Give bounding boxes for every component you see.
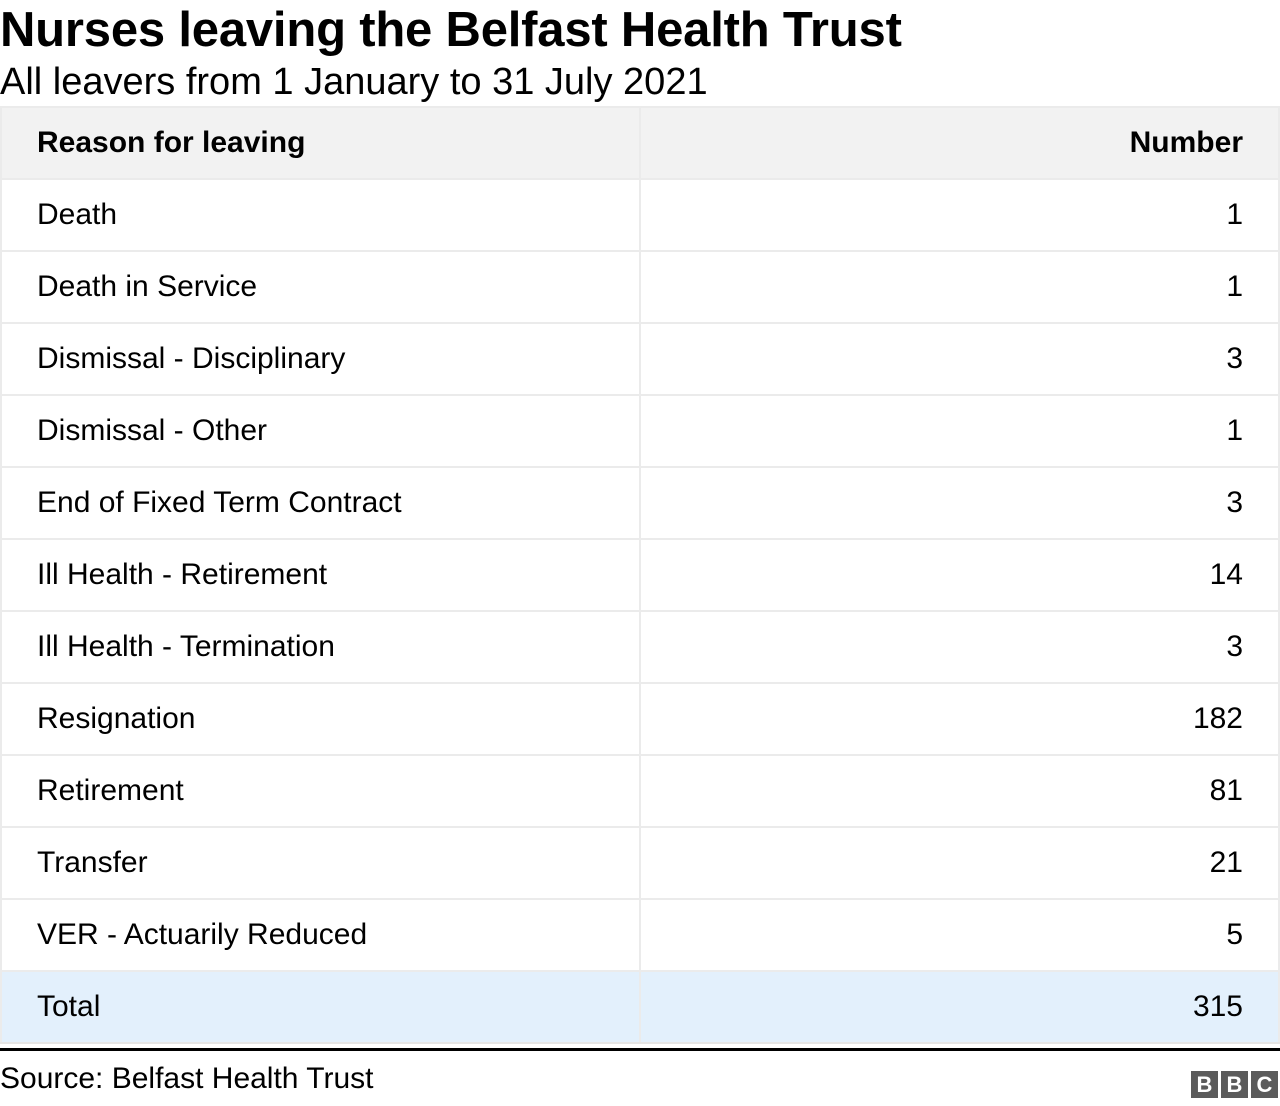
table-row: Dismissal - Other 1 <box>0 396 1280 468</box>
table-row: Transfer 21 <box>0 828 1280 900</box>
bbc-logo: B B C <box>1191 1071 1278 1098</box>
table-row: VER - Actuarily Reduced 5 <box>0 900 1280 972</box>
number-cell: 21 <box>641 828 1280 898</box>
chart-subtitle: All leavers from 1 January to 31 July 20… <box>0 61 708 103</box>
reason-cell: Retirement <box>0 756 641 826</box>
total-value: 315 <box>641 972 1280 1042</box>
reason-cell: Dismissal - Disciplinary <box>0 324 641 394</box>
reason-cell: VER - Actuarily Reduced <box>0 900 641 970</box>
logo-letter-b2: B <box>1221 1071 1248 1098</box>
number-cell: 5 <box>641 900 1280 970</box>
reason-cell: Dismissal - Other <box>0 396 641 466</box>
table-row: Ill Health - Retirement 14 <box>0 540 1280 612</box>
number-cell: 3 <box>641 612 1280 682</box>
number-cell: 1 <box>641 180 1280 250</box>
number-cell: 3 <box>641 468 1280 538</box>
reason-cell: Death <box>0 180 641 250</box>
number-cell: 182 <box>641 684 1280 754</box>
number-cell: 1 <box>641 396 1280 466</box>
table-header-row: Reason for leaving Number <box>0 106 1280 180</box>
number-cell: 3 <box>641 324 1280 394</box>
total-label: Total <box>0 972 641 1042</box>
table-row: Ill Health - Termination 3 <box>0 612 1280 684</box>
reason-cell: Ill Health - Retirement <box>0 540 641 610</box>
table-row: Dismissal - Disciplinary 3 <box>0 324 1280 396</box>
logo-letter-b1: B <box>1191 1071 1218 1098</box>
table-row: End of Fixed Term Contract 3 <box>0 468 1280 540</box>
number-cell: 81 <box>641 756 1280 826</box>
reason-cell: Death in Service <box>0 252 641 322</box>
total-row: Total 315 <box>0 972 1280 1044</box>
column-header-number: Number <box>641 108 1280 178</box>
logo-letter-c: C <box>1251 1071 1278 1098</box>
table-row: Retirement 81 <box>0 756 1280 828</box>
table-row: Death in Service 1 <box>0 252 1280 324</box>
number-cell: 14 <box>641 540 1280 610</box>
reason-cell: End of Fixed Term Contract <box>0 468 641 538</box>
chart-title: Nurses leaving the Belfast Health Trust <box>0 3 902 57</box>
reason-cell: Transfer <box>0 828 641 898</box>
footer-divider <box>0 1048 1280 1051</box>
table-row: Death 1 <box>0 180 1280 252</box>
reason-cell: Ill Health - Termination <box>0 612 641 682</box>
table-row: Resignation 182 <box>0 684 1280 756</box>
source-note: Source: Belfast Health Trust <box>0 1062 374 1095</box>
column-header-reason: Reason for leaving <box>0 108 641 178</box>
leavers-table: Reason for leaving Number Death 1 Death … <box>0 106 1280 1044</box>
number-cell: 1 <box>641 252 1280 322</box>
reason-cell: Resignation <box>0 684 641 754</box>
